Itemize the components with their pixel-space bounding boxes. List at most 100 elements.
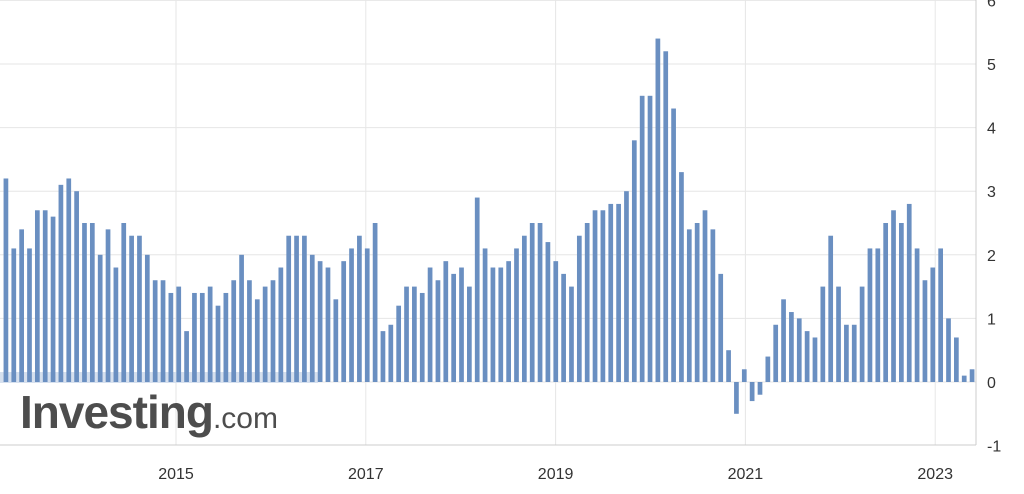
logo-main-text: Investing.com [20, 386, 278, 438]
bar [671, 108, 676, 383]
bar [514, 248, 519, 382]
bar [129, 235, 134, 382]
bar [199, 292, 205, 382]
bar [223, 292, 229, 382]
bar [875, 248, 881, 382]
bar [844, 324, 849, 382]
bar [726, 350, 731, 382]
bar [325, 267, 331, 382]
bar [702, 210, 708, 382]
bar [946, 318, 951, 382]
y-tick-label: -1 [987, 439, 1001, 456]
bar [137, 235, 142, 382]
x-tick-label: 2015 [158, 466, 194, 483]
bar [3, 178, 9, 382]
bar [804, 331, 810, 382]
bar [584, 223, 590, 382]
bar [820, 286, 826, 382]
bar [906, 203, 912, 382]
bar [254, 299, 260, 382]
bar [482, 248, 488, 382]
x-tick-label: 2017 [348, 466, 384, 483]
bar [113, 267, 119, 382]
bar [914, 248, 920, 382]
y-tick-label: 6 [987, 0, 996, 10]
bar [796, 318, 802, 382]
bar [388, 324, 394, 382]
bar [19, 229, 24, 382]
bar [176, 286, 182, 382]
bar [160, 280, 166, 382]
bar [608, 203, 614, 382]
bar [247, 280, 252, 382]
bar [679, 172, 684, 382]
bar [938, 248, 944, 382]
x-tick-label: 2019 [538, 466, 574, 483]
bar [317, 261, 323, 382]
bar [231, 280, 237, 382]
bar [867, 248, 873, 382]
bar [624, 191, 629, 382]
bar [349, 248, 354, 382]
bar [474, 197, 480, 382]
bar [718, 273, 724, 382]
y-axis-tick-labels: -1 0 1 2 3 4 5 6 [987, 0, 1001, 456]
bar [89, 223, 95, 382]
bar [954, 337, 959, 382]
axes [0, 0, 977, 446]
bar [333, 299, 339, 382]
bar [341, 261, 347, 382]
bar [639, 95, 645, 383]
bar [592, 210, 598, 382]
x-axis-tick-labels: 2015 2017 2019 2021 2023 [158, 466, 953, 483]
bar [42, 210, 48, 382]
bar [741, 369, 747, 382]
bar [506, 261, 511, 382]
bar [302, 235, 307, 382]
bar [655, 38, 661, 383]
bar [309, 254, 315, 382]
bar [836, 286, 841, 382]
bar [616, 203, 621, 382]
bar [262, 286, 268, 382]
bar [694, 223, 700, 382]
bar [553, 261, 559, 382]
bar [561, 273, 566, 382]
y-tick-label: 1 [987, 311, 996, 328]
y-tick-label: 0 [987, 375, 996, 392]
bar [27, 248, 32, 382]
bar [270, 280, 276, 382]
bar [105, 229, 111, 382]
bar [215, 305, 221, 382]
bar [192, 292, 197, 382]
bar [899, 223, 904, 382]
bar [969, 369, 975, 382]
bar [773, 324, 779, 382]
investing-logo-watermark: Investing.com [0, 372, 318, 438]
bar [168, 292, 174, 382]
bar [459, 267, 464, 382]
bar [734, 382, 739, 414]
bar [144, 254, 150, 382]
bar [239, 254, 244, 382]
bar [11, 248, 17, 382]
bar [765, 356, 771, 382]
bar [749, 382, 755, 402]
bar [364, 248, 370, 382]
bar [812, 337, 818, 382]
bar [961, 375, 967, 382]
bar [631, 140, 637, 382]
bar [883, 223, 889, 382]
bar [443, 261, 449, 382]
bar [34, 210, 40, 382]
bar [647, 95, 653, 383]
bar [380, 331, 386, 382]
bar [152, 280, 158, 382]
bar [851, 324, 857, 382]
y-tick-label: 5 [987, 57, 996, 74]
bar [490, 267, 496, 382]
bar [419, 292, 425, 382]
bar [58, 184, 64, 382]
bar [529, 223, 535, 382]
